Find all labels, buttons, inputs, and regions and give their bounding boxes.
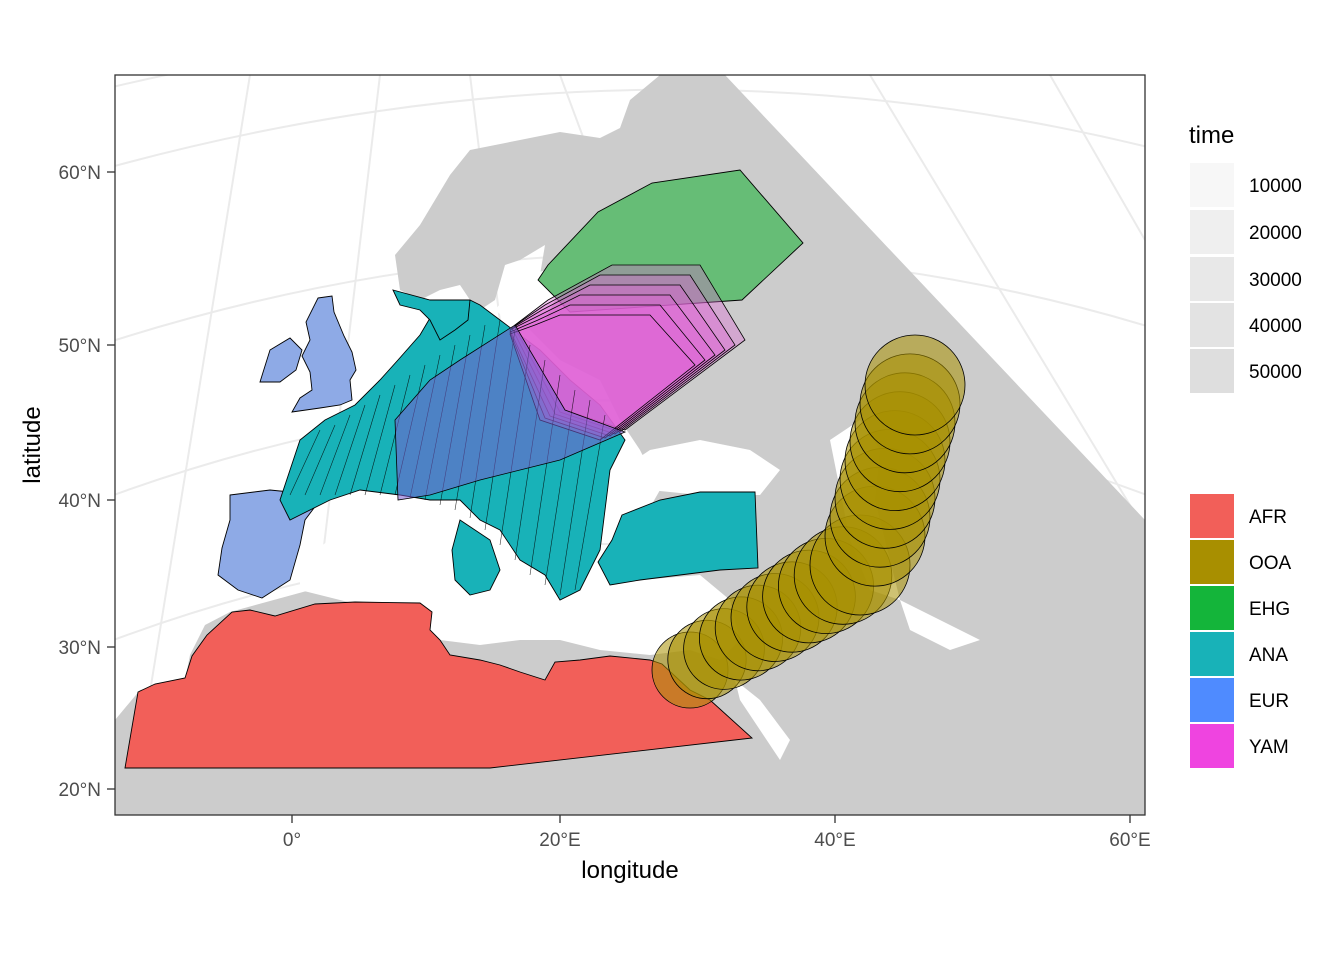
legend-time-title: time [1189,122,1234,149]
legend-time-label: 30000 [1249,270,1302,291]
x-tick-label: 0° [283,830,301,851]
eur-ireland [259,337,303,383]
legend-region-label: EUR [1249,691,1289,712]
legend-region-key-ehg [1190,586,1234,630]
legend-time: time 10000 20000 30000 40000 50000 [1189,122,1302,393]
legend-time-key [1190,303,1234,347]
ooa-circle [864,334,966,436]
x-axis: 0° 20°E 40°E 60°E [283,815,1151,851]
x-tick-label: 60°E [1109,830,1150,851]
legend-region-label: EHG [1249,599,1290,620]
x-tick-label: 40°E [814,830,855,851]
y-tick-label: 60°N [59,163,101,184]
x-tick-label: 20°E [539,830,580,851]
legend-region-label: YAM [1249,737,1289,758]
y-axis: 60°N 50°N 40°N 30°N 20°N [59,163,115,801]
legend-region-key-ana [1190,632,1234,676]
legend-region: AFR OOA EHG ANA EUR YAM [1190,494,1292,768]
y-axis-title: latitude [19,406,46,483]
legend-region-key-afr [1190,494,1234,538]
ana-anatolia [597,491,759,586]
map-panel-border [114,74,1146,816]
legend-time-label: 20000 [1249,223,1302,244]
legend-time-label: 10000 [1249,176,1302,197]
eur-great-britain [291,295,357,413]
legend-region-key-eur [1190,678,1234,722]
legend-region-label: AFR [1249,507,1287,528]
legend-time-key [1190,257,1234,301]
x-axis-title: longitude [581,857,678,884]
ana-italy-heel [451,519,501,596]
y-tick-label: 40°N [59,491,101,512]
y-tick-label: 20°N [59,780,101,801]
region-OOA [651,334,966,709]
legend-region-label: ANA [1249,645,1288,666]
ana-scandinavia [392,289,471,341]
legend-time-label: 50000 [1249,362,1302,383]
legend-time-key [1190,163,1234,207]
region-YAM [509,264,746,441]
region-EHG [537,169,804,313]
legend-region-key-ooa [1190,540,1234,584]
legend-region-key-yam [1190,724,1234,768]
y-tick-label: 30°N [59,638,101,659]
legend-region-label: OOA [1249,553,1292,574]
legend-time-key [1190,210,1234,254]
legend-time-key [1190,349,1234,393]
eur-yam-overlap [394,324,627,501]
legend-time-label: 40000 [1249,316,1302,337]
y-tick-label: 50°N [59,336,101,357]
